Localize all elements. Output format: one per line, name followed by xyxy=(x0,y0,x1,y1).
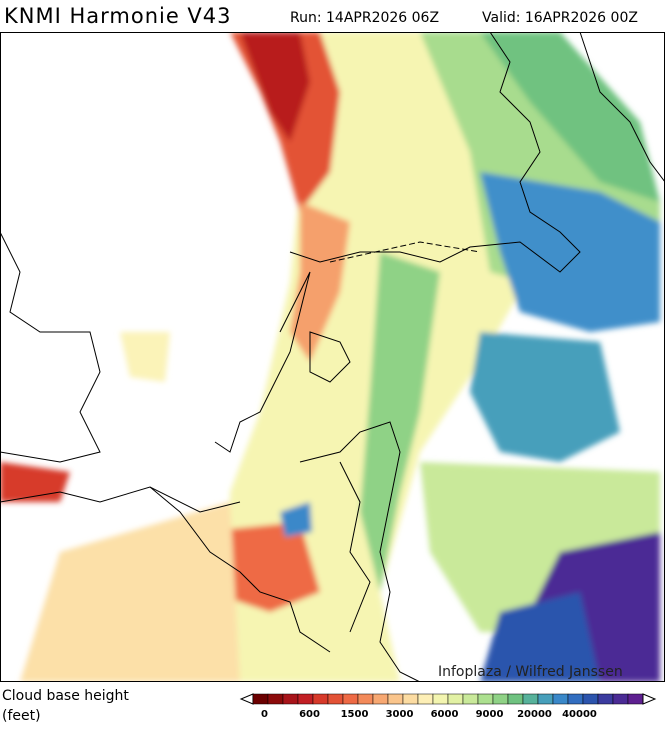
colorbar-segment xyxy=(252,693,269,705)
colorbar-segment xyxy=(492,693,509,705)
colorbar-end xyxy=(642,693,657,705)
colorbar-segment xyxy=(327,693,344,705)
colorbar-segment xyxy=(387,693,404,705)
legend-title: Cloud base height (feet) xyxy=(2,686,129,726)
colorbar: 0 600 1500 3000 6000 9000 20000 40000 xyxy=(239,693,657,720)
colorbar-segment xyxy=(477,693,494,705)
run-time: Run: 14APR2026 06Z xyxy=(290,10,440,26)
colorbar-segment xyxy=(282,693,299,705)
colorbar-segment xyxy=(342,693,359,705)
colorbar-segment xyxy=(537,693,554,705)
colorbar-segment xyxy=(432,693,449,705)
colorbar-segment xyxy=(522,693,539,705)
credit: Infoplaza / Wilfred Janssen xyxy=(438,664,623,680)
colorbar-segment xyxy=(417,693,434,705)
colorbar-label: 600 xyxy=(299,709,320,720)
legend-label: Cloud base height xyxy=(2,688,129,704)
map: Infoplaza / Wilfred Janssen xyxy=(0,32,665,682)
colorbar-label: 3000 xyxy=(386,709,414,720)
colorbar-segment xyxy=(597,693,614,705)
model-title: KNMI Harmonie V43 xyxy=(4,4,232,28)
colorbar-segment xyxy=(267,693,284,705)
colorbar-label: 9000 xyxy=(476,709,504,720)
colorbar-segment xyxy=(312,693,329,705)
colorbar-segment xyxy=(372,693,389,705)
colorbar-segment xyxy=(567,693,584,705)
colorbar-label: 1500 xyxy=(341,709,369,720)
colorbar-end xyxy=(239,693,254,705)
cloud-field xyxy=(0,32,660,682)
colorbar-label: 0 xyxy=(261,709,268,720)
valid-time: Valid: 16APR2026 00Z xyxy=(482,10,638,26)
coastlines xyxy=(0,32,665,682)
colorbar-segment xyxy=(552,693,569,705)
colorbar-segment xyxy=(357,693,374,705)
colorbar-segment xyxy=(462,693,479,705)
colorbar-segment xyxy=(507,693,524,705)
colorbar-segment xyxy=(612,693,629,705)
colorbar-segment xyxy=(447,693,464,705)
colorbar-label: 6000 xyxy=(431,709,459,720)
colorbar-segment xyxy=(627,693,644,705)
colorbar-segment xyxy=(297,693,314,705)
colorbar-label: 40000 xyxy=(562,709,597,720)
colorbar-label: 20000 xyxy=(517,709,552,720)
legend-unit: (feet) xyxy=(2,708,41,724)
colorbar-segment xyxy=(402,693,419,705)
colorbar-segment xyxy=(582,693,599,705)
